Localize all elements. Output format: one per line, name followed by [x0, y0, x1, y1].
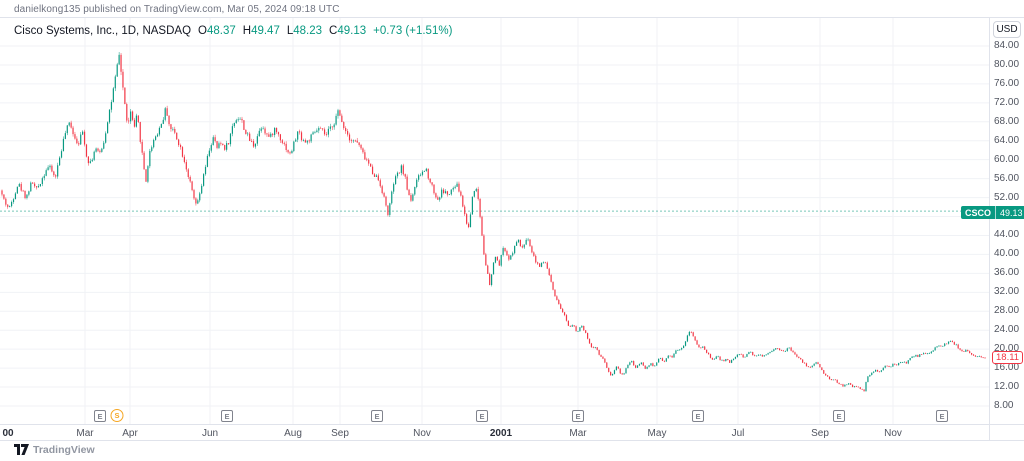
- price-tick-label: 44.00: [994, 229, 1020, 241]
- change-value: +0.73 (+1.51%): [373, 25, 453, 37]
- tradingview-logo[interactable]: TradingView: [14, 444, 95, 456]
- earnings-badge[interactable]: E: [221, 410, 233, 422]
- tradingview-mark-icon: [14, 444, 29, 455]
- current-price-value: 49.13: [995, 206, 1024, 219]
- price-tick-label: 80.00: [994, 58, 1020, 70]
- price-tick-label: 64.00: [994, 134, 1020, 146]
- time-tick-label: Nov: [413, 428, 431, 439]
- ohlc-letter: C: [329, 25, 338, 37]
- ohlc-value: 49.47: [251, 25, 280, 37]
- price-tick-label: 56.00: [994, 172, 1020, 184]
- time-tick-label: Mar: [76, 428, 94, 439]
- time-tick-label: 2001: [489, 428, 513, 439]
- price-tick-label: 40.00: [994, 248, 1020, 260]
- symbol-title: Cisco Systems, Inc., 1D, NASDAQ: [14, 25, 192, 37]
- time-tick-label: May: [647, 428, 667, 439]
- earnings-badge[interactable]: E: [371, 410, 383, 422]
- time-tick-label: Jul: [731, 428, 745, 439]
- price-axis-divider: [989, 18, 990, 440]
- price-tick-label: 16.00: [994, 362, 1020, 374]
- price-tick-label: 24.00: [994, 324, 1020, 336]
- price-tick-label: 32.00: [994, 286, 1020, 298]
- time-tick-label: Aug: [284, 428, 302, 439]
- currency-button[interactable]: USD: [993, 21, 1021, 38]
- time-tick-label: Jun: [201, 428, 219, 439]
- earnings-badge[interactable]: E: [936, 410, 948, 422]
- split-badge[interactable]: S: [110, 409, 124, 422]
- price-tick-label: 68.00: [994, 115, 1020, 127]
- earnings-badge[interactable]: E: [833, 410, 845, 422]
- ohlc-letter: O: [198, 25, 207, 37]
- current-price-symbol: CSCO: [961, 206, 996, 219]
- time-tick-label: Mar: [569, 428, 587, 439]
- ohlc-value: 49.13: [337, 25, 367, 37]
- earnings-badge[interactable]: E: [572, 410, 584, 422]
- ohlc-letter: H: [242, 25, 252, 37]
- price-tick-label: 60.00: [994, 153, 1020, 165]
- price-tick-label: 52.00: [994, 191, 1020, 203]
- bottom-divider: [0, 440, 1024, 441]
- price-tick-label: 20.00: [994, 343, 1020, 355]
- price-tick-label: 36.00: [994, 267, 1020, 279]
- symbol-legend: Cisco Systems, Inc., 1D, NASDAQ O48.37 H49…: [14, 25, 452, 37]
- time-tick-label: Apr: [122, 428, 138, 439]
- ohlc-value: 48.23: [293, 25, 323, 37]
- publish-info: danielkong135 published on TradingView.c…: [14, 4, 340, 15]
- last-price-label: 18.11: [992, 351, 1024, 364]
- price-tick-label: 84.00: [994, 40, 1020, 51]
- price-tick-label: 8.00: [994, 399, 1014, 411]
- earnings-badge[interactable]: E: [692, 410, 704, 422]
- current-price-label: CSCO 49.13: [961, 206, 1024, 219]
- price-tick-label: 28.00: [994, 305, 1020, 317]
- ohlc-letter: L: [286, 25, 294, 37]
- candlestick-plot[interactable]: [0, 18, 989, 424]
- time-axis-divider: [0, 424, 1024, 425]
- top-divider: [0, 17, 1024, 18]
- price-tick-label: 12.00: [994, 381, 1020, 393]
- price-tick-label: 76.00: [994, 77, 1020, 89]
- time-tick-label: Nov: [884, 428, 902, 439]
- price-tick-label: 72.00: [994, 96, 1020, 108]
- ohlc-values: O48.37 H49.47 L48.23 C49.13: [191, 25, 366, 37]
- time-tick-label: Sep: [331, 428, 349, 439]
- tradingview-brand-text: TradingView: [33, 444, 95, 456]
- ohlc-value: 48.37: [206, 25, 236, 37]
- time-tick-label: Sep: [811, 428, 829, 439]
- time-tick-label: 00: [2, 428, 14, 439]
- earnings-badge[interactable]: E: [476, 410, 488, 422]
- earnings-badge[interactable]: E: [94, 410, 106, 422]
